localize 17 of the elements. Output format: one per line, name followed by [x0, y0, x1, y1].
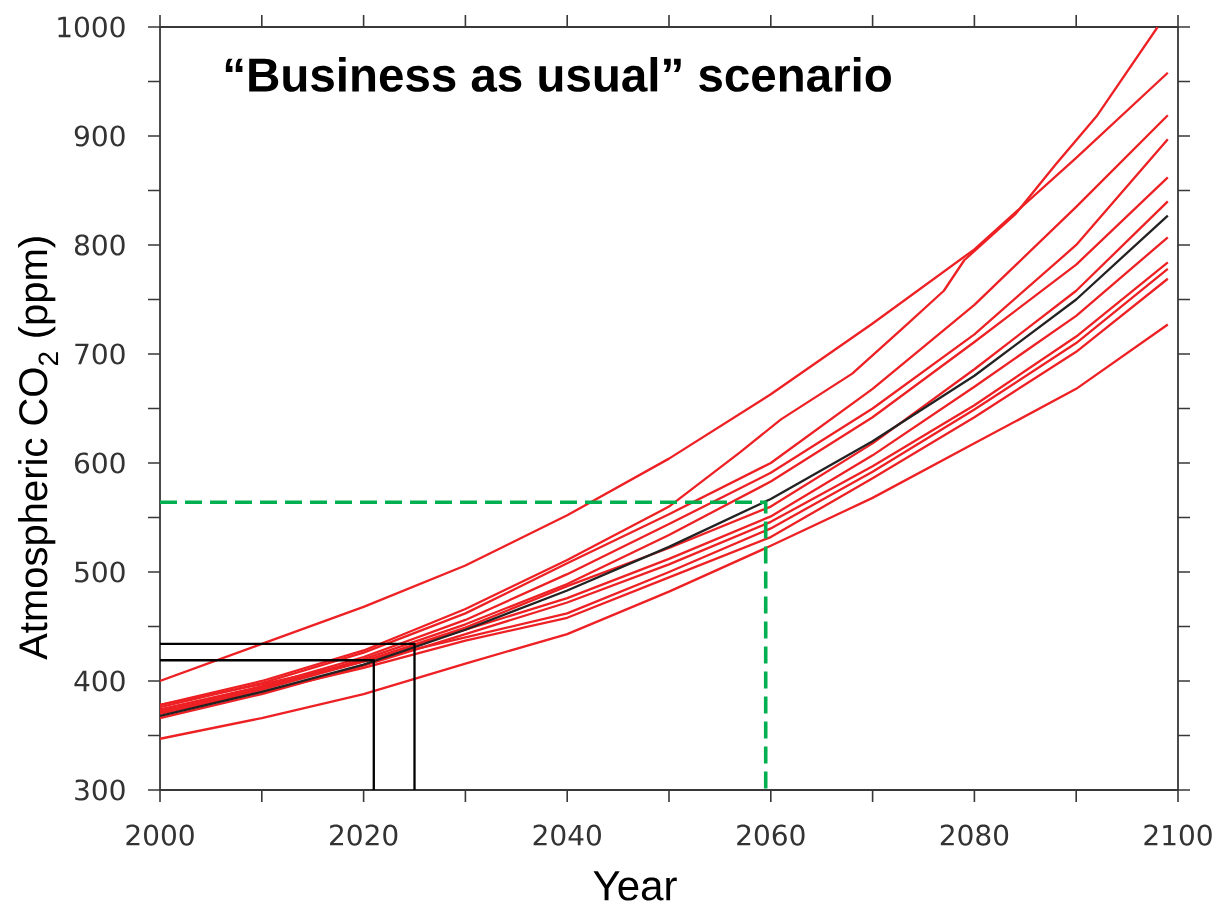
y-tick-label: 300 — [75, 779, 125, 801]
x-tick-label: 2000 — [126, 824, 194, 846]
y-tick-label: 500 — [75, 561, 125, 583]
x-tick-label: 2060 — [737, 824, 805, 846]
y-tick-label: 400 — [74, 670, 125, 692]
y-tick-label: 700 — [75, 343, 125, 365]
x-axis-title: Year — [593, 871, 677, 901]
y-tick-label: 1000 — [58, 16, 125, 38]
y-axis-title: Atmospheric CO$_{2}$ (ppm) — [18, 237, 59, 660]
y-tick-label: 800 — [74, 234, 125, 256]
x-tick-label: 2080 — [940, 824, 1009, 846]
x-tick-label: 2040 — [533, 824, 601, 846]
x-tick-label: 2100 — [1144, 824, 1212, 846]
y-tick-label: 600 — [75, 452, 125, 474]
chart-title: “Business as usual” scenario — [225, 56, 891, 92]
x-tick-label: 2020 — [330, 824, 398, 846]
y-tick-label: 900 — [74, 125, 125, 147]
